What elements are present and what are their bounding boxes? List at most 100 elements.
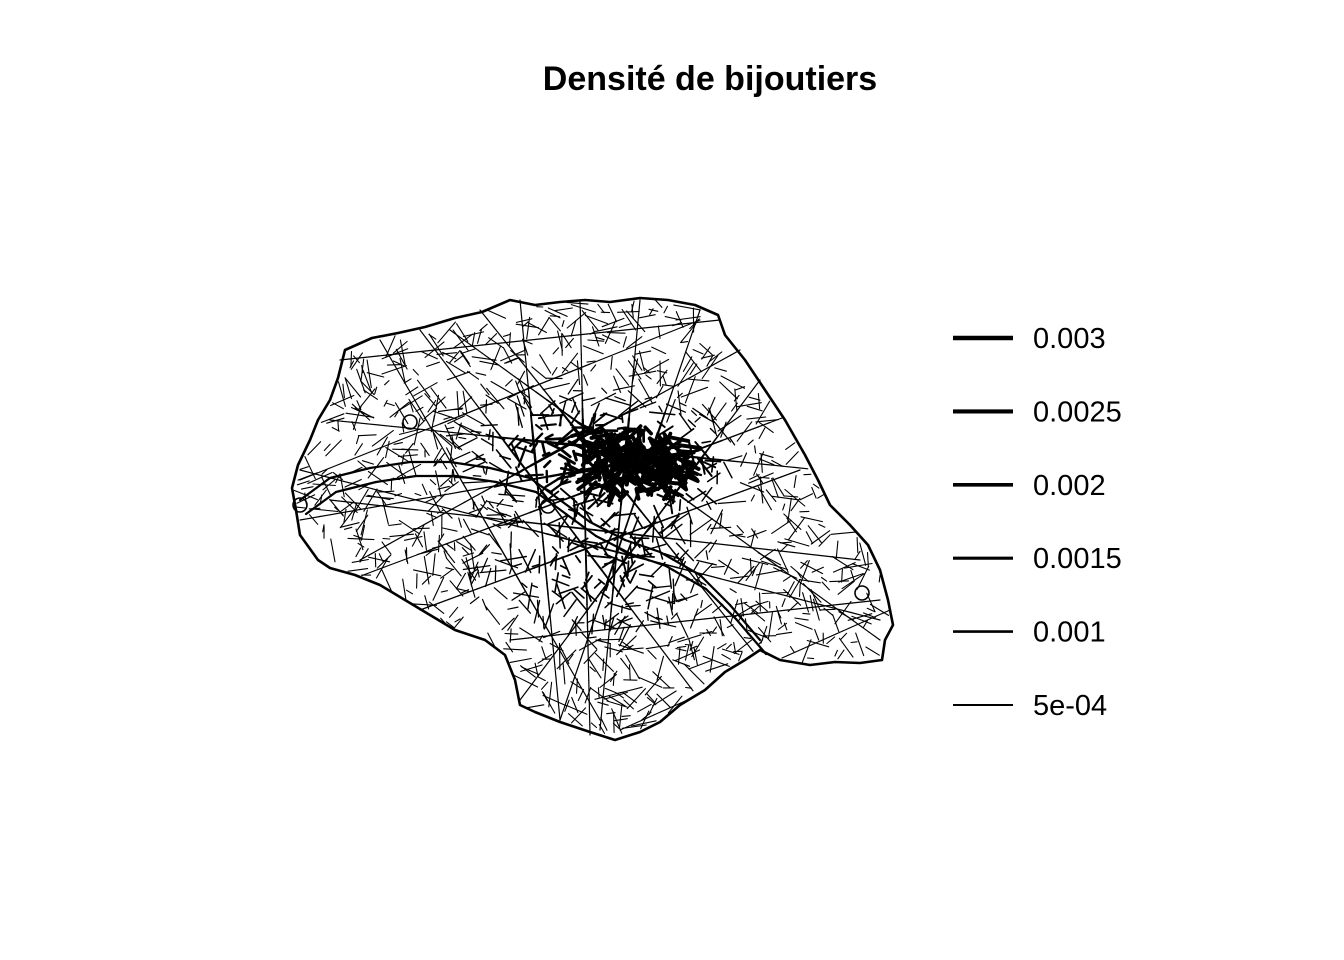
street-segment <box>657 461 670 470</box>
street-segment <box>608 695 626 707</box>
street-segment <box>369 447 381 453</box>
street-segment <box>578 638 602 651</box>
street-segment <box>618 626 625 643</box>
street-segment <box>638 299 641 312</box>
street-segment <box>308 507 321 510</box>
street-segment <box>700 320 712 323</box>
street-segment <box>747 439 754 446</box>
street-segment <box>339 510 354 529</box>
street-segment <box>734 617 768 656</box>
street-segment <box>452 329 469 352</box>
street-segment <box>740 613 752 616</box>
street-segment <box>507 344 516 355</box>
street-segment <box>799 493 814 501</box>
street-segment <box>446 371 471 381</box>
street-segment <box>478 510 486 522</box>
street-segment <box>443 550 448 560</box>
street-segment <box>604 527 620 534</box>
street-segment <box>814 629 820 641</box>
street-segment <box>509 628 512 643</box>
street-segment <box>622 691 638 704</box>
street-segment <box>577 681 585 693</box>
street-segment <box>606 700 628 708</box>
street-segment <box>680 341 689 344</box>
street-segment <box>653 711 662 716</box>
street-segment <box>706 500 712 510</box>
street-segment <box>676 645 687 649</box>
street-segment <box>510 340 522 343</box>
street-segment <box>660 536 676 540</box>
street-segment <box>787 517 805 541</box>
street-segment <box>592 495 599 505</box>
street-segment <box>717 606 726 617</box>
street-segment <box>432 553 436 576</box>
street-segment <box>675 620 687 623</box>
street-segment <box>559 514 568 526</box>
street-segment <box>543 459 552 469</box>
street-segment <box>625 514 631 527</box>
street-segment <box>424 595 430 610</box>
street-segment <box>620 605 624 614</box>
street-segment <box>636 553 650 562</box>
street-segment <box>521 361 530 372</box>
street-segment <box>711 435 719 445</box>
street-segment <box>580 647 586 660</box>
street-segment <box>567 378 579 395</box>
street-segment <box>526 704 545 709</box>
street-segment <box>645 692 655 703</box>
street-segment <box>757 627 772 643</box>
street-segment <box>576 333 588 336</box>
street-segment <box>692 407 709 419</box>
street-segment <box>649 411 676 416</box>
street-segment <box>625 450 639 462</box>
street-segment <box>478 544 488 556</box>
street-segment <box>426 338 435 350</box>
street-segment <box>856 536 859 554</box>
street-segment <box>381 498 389 525</box>
street-segment <box>413 382 438 397</box>
street-segment <box>445 538 459 545</box>
street-segment <box>708 539 717 553</box>
street-segment <box>620 413 624 424</box>
street-segment <box>732 490 744 496</box>
street-segment <box>673 304 701 311</box>
street-segment <box>446 447 457 468</box>
street-segment <box>676 549 689 563</box>
street-segment <box>562 662 566 685</box>
street-segment <box>457 591 469 597</box>
street-segment <box>591 613 595 635</box>
street-segment <box>434 434 442 446</box>
street-segment <box>415 350 427 353</box>
street-segment <box>464 433 478 436</box>
street-segment <box>663 305 669 314</box>
street-segment <box>471 332 476 347</box>
street-segment <box>377 354 389 357</box>
street-segment <box>666 514 678 520</box>
street-segment <box>546 497 565 502</box>
street-segment <box>561 333 563 356</box>
street-segment <box>353 421 368 425</box>
street-segment <box>576 657 582 670</box>
street-segment <box>644 396 653 400</box>
street-segment <box>674 491 688 502</box>
street-segment <box>565 337 574 349</box>
street-segment <box>690 583 695 594</box>
street-segment <box>397 556 411 563</box>
street-segment <box>339 459 351 465</box>
street-segment <box>488 517 503 521</box>
street-segment <box>398 428 421 435</box>
street-segment <box>685 340 691 352</box>
street-segment <box>537 676 546 682</box>
street-segment <box>567 334 579 337</box>
street-segment <box>461 384 470 396</box>
street-segment <box>429 491 441 512</box>
street-segment <box>743 602 759 614</box>
street-segment <box>349 455 361 461</box>
street-segment <box>345 412 375 418</box>
street-segment <box>398 395 423 411</box>
street-segment <box>584 314 609 325</box>
street-segment <box>515 323 540 329</box>
street-segment <box>479 309 488 320</box>
street-segment <box>619 503 622 516</box>
street-segment <box>724 615 733 626</box>
